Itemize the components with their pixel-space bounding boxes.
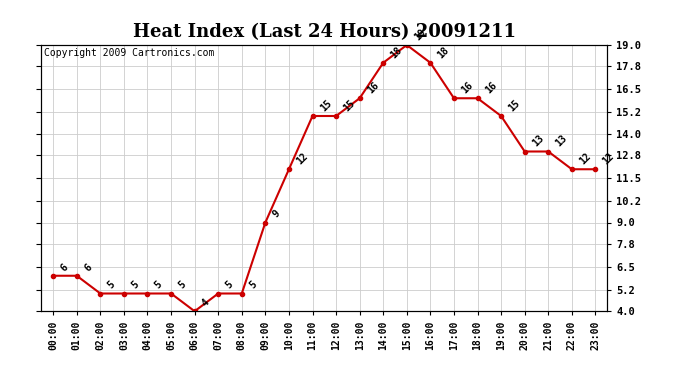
Text: 13: 13 [530,134,546,149]
Text: 18: 18 [388,45,404,60]
Text: 5: 5 [153,279,164,291]
Title: Heat Index (Last 24 Hours) 20091211: Heat Index (Last 24 Hours) 20091211 [132,22,516,40]
Text: 6: 6 [59,262,70,273]
Text: 19: 19 [413,27,428,42]
Text: 5: 5 [177,279,188,291]
Text: 12: 12 [295,151,310,166]
Text: 12: 12 [601,151,616,166]
Text: 13: 13 [554,134,569,149]
Text: 9: 9 [271,209,282,220]
Text: 6: 6 [82,262,94,273]
Text: 16: 16 [460,80,475,96]
Text: 15: 15 [506,98,522,113]
Text: 18: 18 [436,45,451,60]
Text: 4: 4 [200,297,211,309]
Text: 12: 12 [578,151,593,166]
Text: 5: 5 [130,279,141,291]
Text: Copyright 2009 Cartronics.com: Copyright 2009 Cartronics.com [44,48,215,58]
Text: 16: 16 [365,80,381,96]
Text: 5: 5 [224,279,235,291]
Text: 5: 5 [106,279,117,291]
Text: 15: 15 [318,98,333,113]
Text: 5: 5 [247,279,259,291]
Text: 16: 16 [483,80,498,96]
Text: 15: 15 [342,98,357,113]
